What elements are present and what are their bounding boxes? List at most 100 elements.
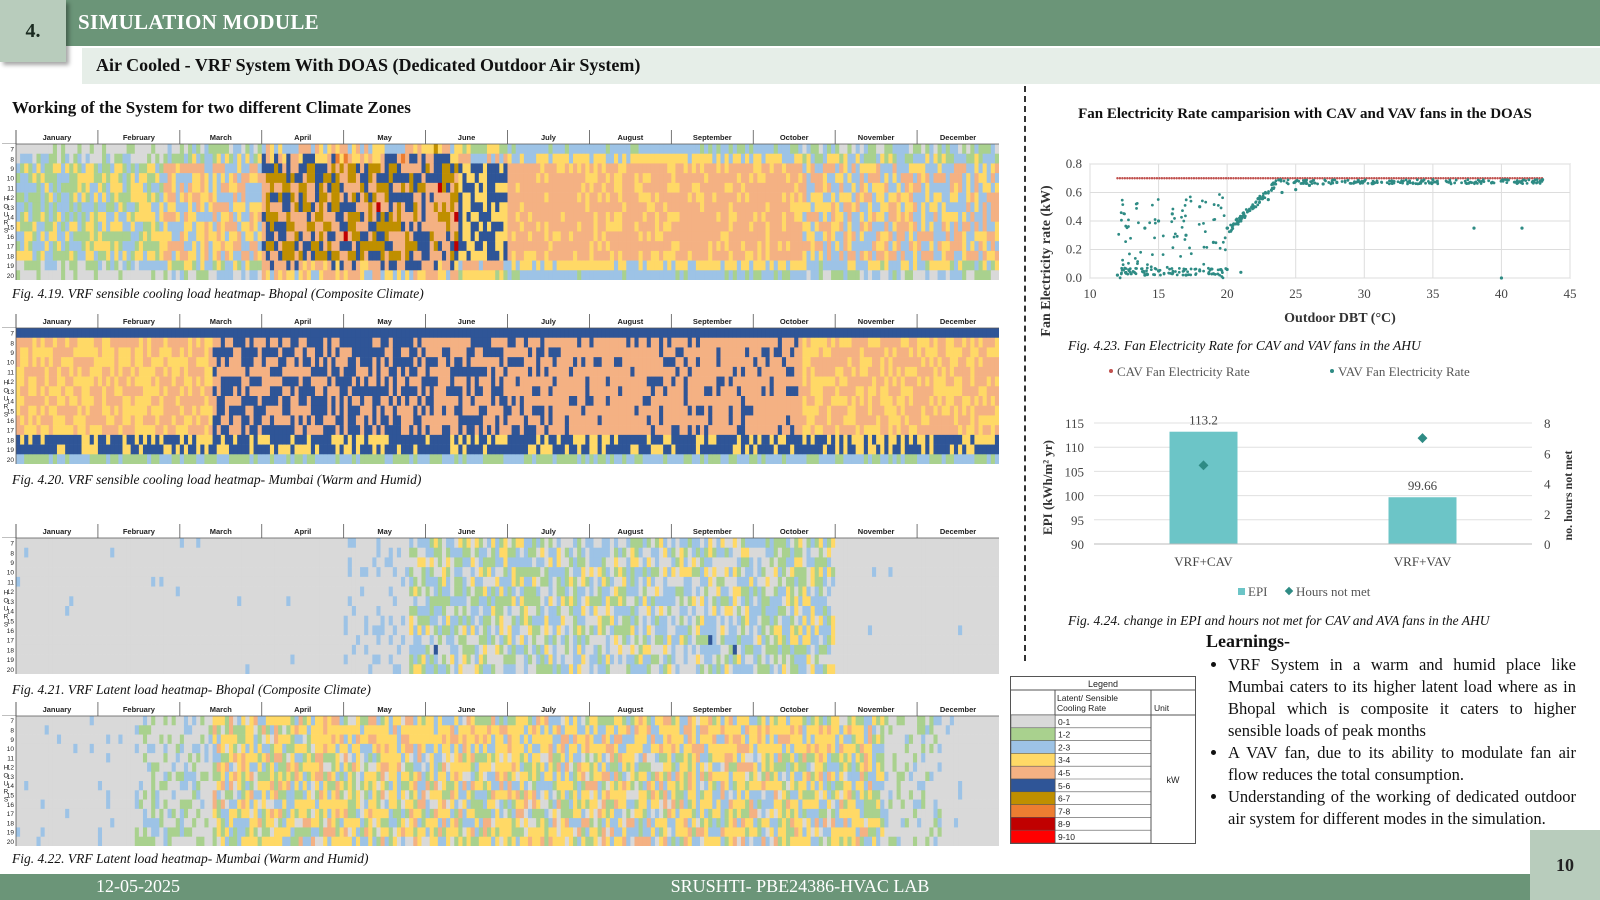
x-tick-label: 40: [1495, 286, 1508, 301]
cav-point: [1289, 177, 1292, 180]
cav-point: [1195, 177, 1198, 180]
vav-point: [1143, 226, 1147, 230]
cav-point: [1407, 177, 1410, 180]
legend-range-label: 0-1: [1058, 717, 1071, 727]
cav-point: [1170, 177, 1173, 180]
vav-point: [1184, 233, 1188, 237]
legend-range-label: 4-5: [1058, 768, 1071, 778]
cav-point: [1256, 177, 1260, 180]
legend-range-label: 2-3: [1058, 742, 1071, 752]
cav-point: [1308, 177, 1312, 180]
legend-hours-not-met: Hours not met: [1296, 584, 1371, 599]
vav-point: [1156, 219, 1161, 223]
legend-swatch: [1010, 765, 1056, 780]
legend-range-label: 6-7: [1058, 794, 1071, 804]
vav-point: [1239, 270, 1243, 274]
system-subtitle: Air Cooled - VRF System With DOAS (Dedic…: [96, 55, 641, 75]
month-label: March: [210, 317, 233, 326]
cav-point: [1229, 177, 1233, 180]
y-tick-label: 115: [1065, 416, 1084, 431]
svg-text:15: 15: [7, 224, 15, 231]
month-label: November: [858, 527, 895, 536]
cav-point: [1444, 177, 1447, 180]
month-label: August: [617, 527, 643, 536]
cav-point: [1247, 177, 1250, 180]
cav-point: [1133, 177, 1136, 180]
month-label: March: [210, 133, 233, 142]
svg-text:17: 17: [7, 244, 15, 251]
cav-point: [1511, 177, 1514, 180]
caption-fig-4-19: Fig. 4.19. VRF sensible cooling load hea…: [12, 286, 424, 301]
x-tick-label: 25: [1289, 286, 1302, 301]
heatmap-bhopal-latent: January February March April May June July Augu…: [2, 524, 999, 674]
cav-point: [1116, 177, 1119, 180]
cav-point: [1284, 177, 1287, 180]
subtitle-bar: Air Cooled - VRF System With DOAS (Dedic…: [82, 48, 1600, 84]
cav-point: [1427, 177, 1430, 180]
vav-point: [1520, 226, 1524, 230]
cav-point: [1185, 177, 1188, 180]
cav-point: [1318, 177, 1322, 180]
cav-point: [1385, 177, 1388, 180]
scatter-chart-title: Fan Electricity Rate camparision with CA…: [1078, 106, 1532, 122]
cav-point: [1237, 177, 1240, 180]
cav-point: [1224, 177, 1228, 180]
cav-point: [1158, 177, 1161, 180]
month-label: December: [940, 527, 976, 536]
cav-point: [1328, 177, 1331, 180]
legend-unit: kW: [1167, 775, 1181, 785]
cav-point: [1451, 177, 1455, 180]
footer-lab-name: SRUSHTI- PBE24386-HVAC LAB: [670, 876, 930, 896]
cav-point: [1368, 177, 1371, 180]
legend-col1: Latent/ Sensible: [1057, 693, 1118, 703]
month-label: September: [693, 317, 732, 326]
cav-point: [1227, 177, 1230, 180]
month-label: April: [294, 527, 311, 536]
vav-point: [1472, 226, 1476, 230]
x-tick-label: 20: [1221, 286, 1234, 301]
legend-vav: VAV Fan Electricity Rate: [1338, 364, 1470, 379]
cav-point: [1348, 177, 1351, 180]
module-title: SIMULATION MODULE: [78, 10, 319, 34]
svg-text:7: 7: [10, 147, 14, 154]
cav-point: [1392, 177, 1396, 180]
month-label: January: [43, 527, 73, 536]
month-label: December: [940, 705, 976, 714]
y-tick-label: 0.2: [1066, 242, 1082, 257]
cav-point: [1382, 177, 1386, 180]
hours-not-met-marker: [1198, 460, 1209, 471]
cav-point: [1518, 177, 1522, 180]
month-label: July: [541, 527, 557, 536]
cav-point: [1469, 177, 1472, 180]
cav-point: [1261, 177, 1265, 180]
vav-point: [1307, 183, 1312, 187]
svg-text:18: 18: [7, 253, 15, 260]
legend-cav: CAV Fan Electricity Rate: [1117, 364, 1250, 379]
svg-text:U: U: [4, 212, 9, 219]
cav-point: [1219, 177, 1223, 180]
month-label: January: [43, 133, 73, 142]
vav-point: [1294, 188, 1298, 192]
legend-range-label: 1-2: [1058, 730, 1071, 740]
month-label: October: [780, 133, 809, 142]
cav-point: [1252, 177, 1255, 180]
legend-swatch: [1010, 753, 1056, 767]
y2-tick-label: 2: [1544, 507, 1551, 522]
cav-point: [1244, 177, 1247, 180]
bar-data-label: 99.66: [1408, 478, 1438, 493]
legend-swatch: [1010, 714, 1056, 729]
cav-point: [1353, 177, 1356, 180]
svg-text:19: 19: [7, 263, 15, 270]
category-label: VRF+CAV: [1174, 554, 1233, 569]
cav-point: [1266, 177, 1270, 180]
month-label: April: [294, 317, 311, 326]
cav-point: [1259, 177, 1262, 180]
cav-point: [1232, 177, 1235, 180]
legend-swatch: [1010, 804, 1056, 818]
month-label: June: [458, 705, 476, 714]
legend-range-label: 3-4: [1058, 755, 1071, 765]
cav-point: [1508, 177, 1512, 180]
cav-point: [1140, 177, 1144, 180]
footer-bar: 12-05-2025 SRUSHTI- PBE24386-HVAC LAB: [0, 874, 1600, 900]
svg-text:12: 12: [7, 195, 15, 202]
